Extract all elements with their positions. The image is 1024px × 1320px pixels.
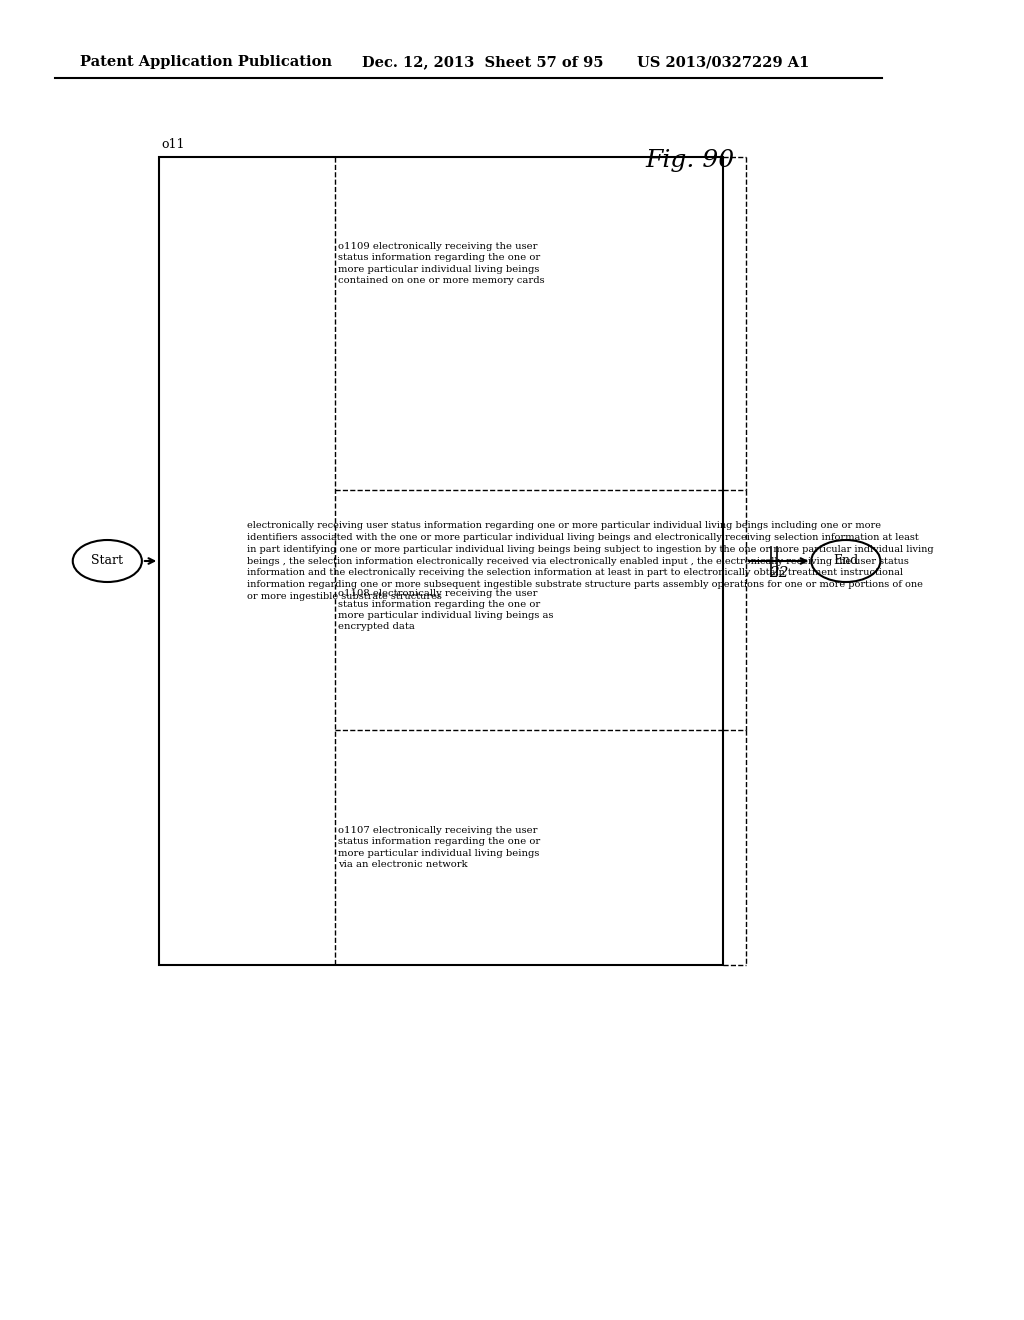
Text: Fig. 90: Fig. 90 <box>646 149 735 172</box>
Text: o11: o11 <box>161 139 184 152</box>
Text: Start: Start <box>91 554 123 568</box>
Text: o1108 electronically receiving the user
status information regarding the one or
: o1108 electronically receiving the user … <box>338 589 554 631</box>
Text: End: End <box>834 554 858 568</box>
Text: 22: 22 <box>769 566 788 579</box>
Text: Dec. 12, 2013  Sheet 57 of 95: Dec. 12, 2013 Sheet 57 of 95 <box>361 55 603 69</box>
Bar <box>159 157 723 965</box>
Ellipse shape <box>73 540 142 582</box>
Text: electronically receiving user status information regarding one or more particula: electronically receiving user status inf… <box>247 521 934 601</box>
Text: o1109 electronically receiving the user
status information regarding the one or
: o1109 electronically receiving the user … <box>338 243 545 285</box>
Text: US 2013/0327229 A1: US 2013/0327229 A1 <box>637 55 809 69</box>
Text: Patent Application Publication: Patent Application Publication <box>80 55 332 69</box>
Ellipse shape <box>811 540 881 582</box>
Text: o1107 electronically receiving the user
status information regarding the one or
: o1107 electronically receiving the user … <box>338 826 541 869</box>
